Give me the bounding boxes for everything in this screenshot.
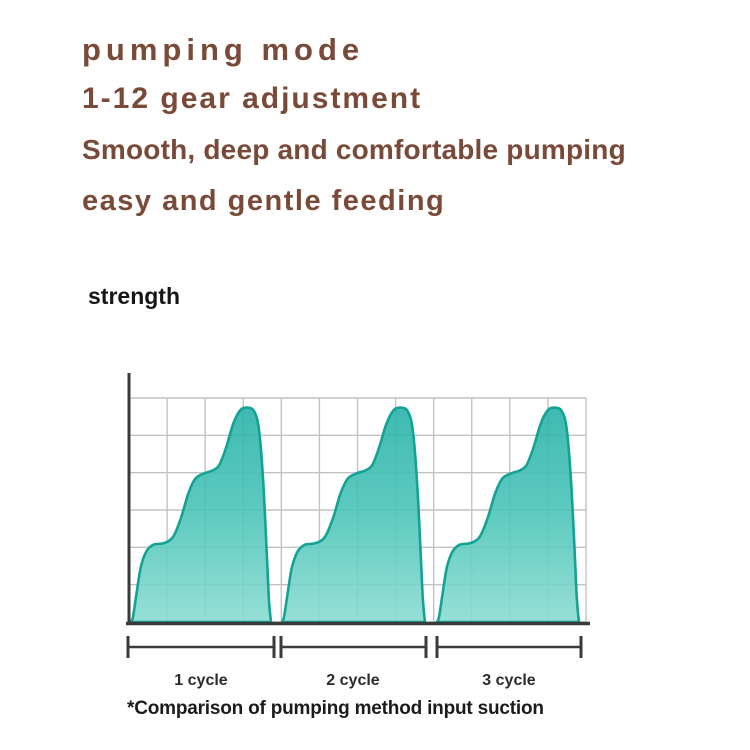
subtitle-easy-feeding: easy and gentle feeding bbox=[82, 185, 446, 217]
pump-wave-cycle-3 bbox=[435, 406, 581, 624]
cycle-2-label: 2 cycle bbox=[326, 672, 379, 689]
subtitle-smooth-pumping: Smooth, deep and comfortable pumping bbox=[82, 134, 626, 165]
chart-axes bbox=[126, 373, 590, 626]
subtitle-gear-adjustment: 1-12 gear adjustment bbox=[82, 82, 423, 115]
page-title: pumping mode bbox=[82, 32, 365, 67]
cycle-brackets bbox=[126, 636, 583, 658]
chart-caption: *Comparison of pumping method input suct… bbox=[127, 698, 544, 719]
y-axis-label-strength: strength bbox=[88, 283, 180, 309]
cycle-1-label: 1 cycle bbox=[174, 672, 227, 689]
pump-wave-areas bbox=[129, 406, 581, 624]
pump-wave-cycle-2 bbox=[280, 406, 427, 624]
cycle-3-label: 3 cycle bbox=[482, 672, 535, 689]
pump-wave-cycle-1 bbox=[129, 406, 273, 624]
